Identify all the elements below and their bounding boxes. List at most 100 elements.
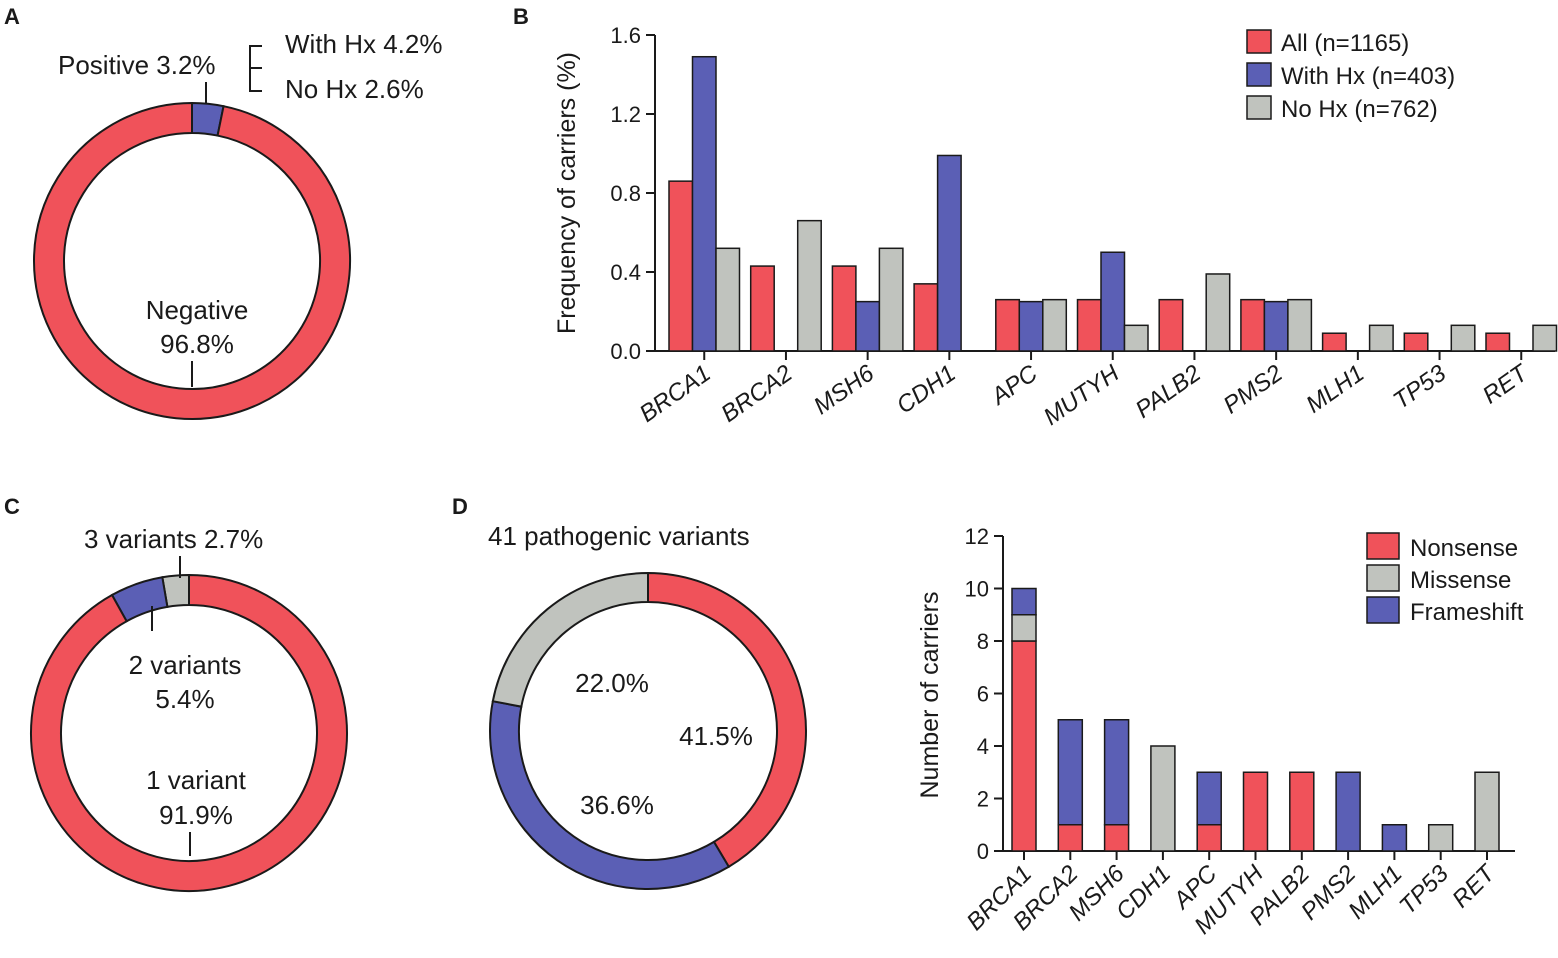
bar-all-cdh1: [913, 283, 939, 352]
bar-nonsense-brca1: [1011, 640, 1037, 852]
y-tick-label-frequency: 1.6: [610, 23, 641, 48]
bar-frameshift-brca2: [1057, 719, 1084, 826]
bar-with-hx-msh6: [855, 300, 881, 352]
bar-frameshift-apc: [1196, 771, 1222, 826]
bar-chart-carriers: 024681012BRCA1BRCA2MSH6CDH1APCMUTYHPALB2…: [962, 524, 1515, 940]
y-tick-label-frequency: 0.8: [610, 181, 641, 206]
panel-letter-d: D: [452, 494, 468, 519]
donut-chart-variant-count: [30, 573, 348, 892]
legend-swatch-no-hx: [1246, 95, 1272, 120]
x-tick-label-frequency-ret: RET: [1478, 358, 1535, 409]
donut-d-slice-nonsense: [647, 571, 807, 869]
legend-swatch-all: [1246, 29, 1272, 54]
x-tick-label-frequency-brca2: BRCA2: [716, 360, 797, 428]
bar-no-hx-brca1: [715, 247, 741, 352]
y-axis-title-carriers: Number of carriers: [916, 592, 944, 799]
x-tick-label-frequency-mutyh: MUTYH: [1039, 359, 1125, 430]
label-with-hx: With Hx 4.2%: [285, 29, 443, 59]
bar-frameshift-mlh1: [1381, 824, 1408, 852]
bar-frameshift-brca1: [1011, 587, 1037, 616]
y-tick-label-carriers: 8: [977, 629, 989, 654]
label-frameshift-pct: 36.6%: [580, 790, 654, 820]
bar-all-brca2: [749, 265, 775, 352]
legend-swatch-missense: [1366, 564, 1400, 592]
y-tick-label-carriers: 10: [965, 577, 989, 602]
bar-no-hx-ret: [1532, 324, 1558, 352]
panel-letter-c: C: [4, 494, 20, 519]
bar-nonsense-mutyh: [1242, 771, 1269, 852]
y-tick-label-carriers: 2: [977, 787, 989, 812]
x-tick-label-carriers-cdh1: CDH1: [1111, 860, 1176, 925]
bar-no-hx-msh6: [878, 247, 904, 352]
label-positive: Positive 3.2%: [58, 50, 216, 80]
legend-frequency: All (n=1165) With Hx (n=403) No Hx (n=76…: [1246, 29, 1455, 123]
x-tick-label-carriers-pms2: PMS2: [1296, 860, 1361, 925]
bar-all-mlh1: [1321, 332, 1347, 352]
bar-all-mutyh: [1076, 298, 1102, 352]
legend-swatch-nonsense: [1366, 532, 1400, 560]
x-tick-label-carriers-ret: RET: [1447, 858, 1502, 913]
x-tick-label-carriers-tp53: TP53: [1394, 860, 1454, 920]
legend-label-frameshift: Frameshift: [1410, 599, 1524, 626]
panel-letter-b: B: [513, 4, 529, 29]
legend-label-with-hx: With Hx (n=403): [1281, 63, 1455, 90]
label-negative-value: 96.8%: [160, 329, 234, 359]
bar-with-hx-apc: [1018, 300, 1044, 352]
legend-label-nonsense: Nonsense: [1410, 535, 1518, 562]
y-tick-label-frequency: 1.2: [610, 102, 641, 127]
donut-c-slice-1-variant: [30, 573, 348, 892]
x-tick-label-frequency-apc: APC: [985, 359, 1043, 411]
bar-nonsense-msh6: [1103, 824, 1130, 852]
y-axis-title-frequency: Frequency of carriers (%): [553, 52, 581, 334]
bar-all-pms2: [1240, 298, 1266, 352]
x-tick-label-frequency-brca1: BRCA1: [635, 360, 716, 428]
donut-title-pathogenic: 41 pathogenic variants: [488, 521, 750, 551]
bar-with-hx-mutyh: [1100, 251, 1126, 352]
x-tick-label-carriers-mlh1: MLH1: [1343, 860, 1407, 924]
bar-missense-tp53: [1427, 824, 1454, 852]
bar-all-msh6: [831, 265, 857, 352]
x-tick-label-frequency-pms2: PMS2: [1219, 360, 1288, 420]
legend-carriers: Nonsense Missense Frameshift: [1366, 532, 1524, 626]
bar-with-hx-brca1: [691, 55, 717, 352]
legend-swatch-with-hx: [1246, 62, 1272, 87]
bar-no-hx-mutyh: [1123, 324, 1149, 352]
y-tick-label-carriers: 12: [965, 524, 989, 549]
bar-missense-cdh1: [1150, 745, 1176, 852]
bar-all-tp53: [1403, 332, 1429, 352]
label-one-variant-name: 1 variant: [146, 765, 246, 795]
legend-label-no-hx: No Hx (n=762): [1281, 96, 1438, 123]
bar-nonsense-apc: [1196, 824, 1222, 852]
donut-chart-positive-negative: [33, 101, 351, 420]
bar-frameshift-msh6: [1103, 719, 1130, 826]
bar-no-hx-mlh1: [1368, 324, 1394, 352]
x-tick-label-frequency-mlh1: MLH1: [1301, 360, 1369, 419]
bar-all-apc: [995, 298, 1021, 352]
bar-no-hx-pms2: [1287, 298, 1313, 352]
label-no-hx: No Hx 2.6%: [285, 74, 424, 104]
x-tick-label-frequency-msh6: MSH6: [809, 359, 880, 420]
donut-a-slice-negative: [33, 101, 351, 420]
bar-no-hx-palb2: [1205, 273, 1231, 352]
bar-missense-brca1: [1011, 614, 1037, 642]
label-negative-name: Negative: [146, 295, 249, 325]
bracket-hx: [249, 45, 262, 92]
y-tick-label-carriers: 6: [977, 682, 989, 707]
bar-with-hx-pms2: [1263, 300, 1289, 352]
legend-label-missense: Missense: [1410, 567, 1511, 594]
donut-d-slice-missense: [491, 571, 649, 708]
x-tick-label-frequency-tp53: TP53: [1389, 359, 1452, 414]
label-missense-pct: 22.0%: [575, 668, 649, 698]
panel-letter-a: A: [4, 4, 20, 29]
y-tick-label-carriers: 4: [977, 734, 989, 759]
label-two-variants-name: 2 variants: [129, 650, 242, 680]
bar-all-ret: [1485, 332, 1511, 352]
legend-swatch-frameshift: [1366, 596, 1400, 624]
donut-chart-variant-type: [489, 571, 807, 890]
bar-all-palb2: [1158, 298, 1184, 352]
label-two-variants-value: 5.4%: [155, 684, 214, 714]
bar-nonsense-brca2: [1057, 824, 1084, 852]
label-one-variant-value: 91.9%: [159, 800, 233, 830]
bar-all-brca1: [668, 180, 694, 352]
